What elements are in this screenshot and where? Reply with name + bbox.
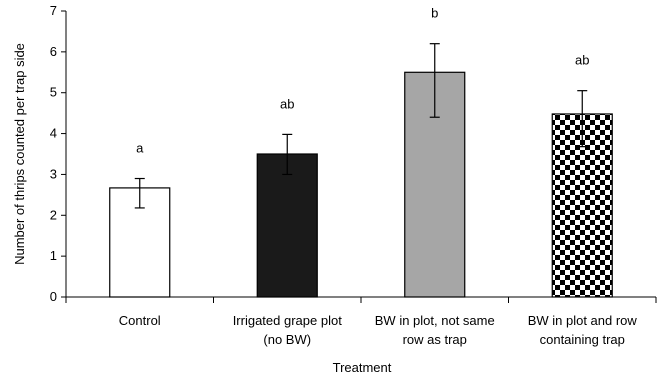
x-tick-label: containing trap bbox=[540, 332, 625, 347]
y-tick-label: 5 bbox=[50, 85, 57, 100]
x-tick-label: Irrigated grape plot bbox=[233, 313, 343, 328]
x-axis-title: Treatment bbox=[333, 360, 392, 375]
y-tick-label: 6 bbox=[50, 44, 57, 59]
x-tick-label: BW in plot, not same bbox=[375, 313, 495, 328]
y-tick-label: 4 bbox=[50, 126, 57, 141]
y-tick-label: 7 bbox=[50, 3, 57, 18]
x-tick-label: BW in plot and row bbox=[528, 313, 638, 328]
x-tick-label: (no BW) bbox=[263, 332, 311, 347]
plot-area: 0 1 2 3 4 5 6 7 a Control ab Irrigated grape plot (n… bbox=[50, 3, 657, 347]
x-tick-label: row as trap bbox=[403, 332, 467, 347]
significance-label: ab bbox=[280, 96, 294, 111]
y-tick-label: 0 bbox=[50, 289, 57, 304]
significance-label: b bbox=[431, 6, 438, 21]
x-tick-label: Control bbox=[119, 313, 161, 328]
y-tick-label: 2 bbox=[50, 207, 57, 222]
y-axis-title: Number of thrips counted per trap side bbox=[12, 43, 27, 265]
significance-label: ab bbox=[575, 53, 589, 68]
significance-label: a bbox=[136, 141, 144, 156]
bar bbox=[256, 153, 318, 298]
y-tick-label: 3 bbox=[50, 166, 57, 181]
y-tick-label: 1 bbox=[50, 248, 57, 263]
